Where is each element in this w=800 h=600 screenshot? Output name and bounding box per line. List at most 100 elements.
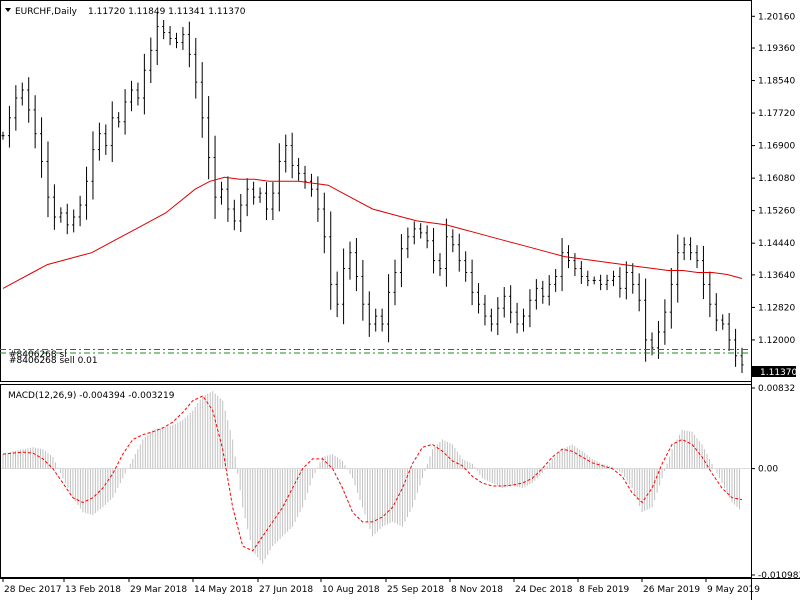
price-bar bbox=[470, 259, 474, 306]
macd-signal-line bbox=[2, 395, 743, 552]
price-bar bbox=[187, 21, 191, 68]
price-bar bbox=[708, 271, 712, 318]
price-bar bbox=[573, 253, 577, 277]
price-bar bbox=[502, 287, 506, 318]
time-tick-label: 24 Dec 2018 bbox=[515, 585, 573, 595]
time-tick-label: 10 Aug 2018 bbox=[322, 585, 380, 595]
moving-average-path bbox=[2, 176, 743, 289]
price-bar bbox=[232, 199, 236, 231]
price-bar bbox=[72, 209, 76, 233]
macd-tick-label: 0.00832 bbox=[758, 384, 795, 394]
price-bar bbox=[303, 165, 307, 189]
price-bar bbox=[239, 194, 243, 233]
price-bar bbox=[162, 20, 166, 40]
price-bar bbox=[721, 314, 725, 330]
price-bar bbox=[464, 251, 468, 282]
current-price-label: 1.11370 bbox=[760, 368, 797, 378]
price-bar bbox=[130, 80, 134, 112]
macd-tick-label: -0.010983 bbox=[758, 571, 800, 581]
price-tick-label: 1.19360 bbox=[758, 44, 795, 54]
price-bar bbox=[637, 273, 641, 312]
price-bar bbox=[252, 181, 256, 205]
price-bar bbox=[168, 25, 172, 46]
price-bar bbox=[367, 291, 371, 337]
price-bar bbox=[200, 62, 204, 138]
price-tick-label: 1.16900 bbox=[758, 142, 795, 152]
price-bar bbox=[547, 275, 551, 306]
price-bar bbox=[432, 227, 436, 274]
price-bar bbox=[695, 245, 699, 269]
price-bar bbox=[20, 82, 24, 106]
price-bar bbox=[136, 82, 140, 106]
time-tick-label: 27 Jun 2018 bbox=[259, 585, 313, 595]
price-tick-label: 1.14440 bbox=[758, 239, 795, 249]
time-tick-label: 14 May 2018 bbox=[194, 585, 253, 595]
price-bar bbox=[78, 195, 82, 227]
order-sl-label[interactable]: #8406268 sl bbox=[9, 350, 67, 360]
price-bar bbox=[59, 207, 63, 223]
price-bar bbox=[438, 253, 442, 277]
price-bar bbox=[284, 134, 288, 173]
price-bar bbox=[631, 263, 635, 294]
triangle-down-icon[interactable] bbox=[5, 8, 11, 12]
price-bar bbox=[123, 89, 127, 135]
order-sell-label[interactable]: #8406268 sell 0.01 bbox=[9, 356, 98, 366]
price-bar bbox=[290, 132, 294, 179]
price-bar bbox=[219, 181, 223, 205]
price-bar bbox=[207, 96, 211, 180]
macd-histogram bbox=[2, 391, 741, 564]
price-bar bbox=[541, 280, 545, 304]
price-bar bbox=[534, 279, 538, 310]
price-bar bbox=[264, 182, 268, 221]
moving-average-line bbox=[2, 176, 743, 289]
price-bar bbox=[297, 157, 301, 181]
price-bars bbox=[1, 11, 744, 373]
price-bar bbox=[335, 271, 339, 318]
price-bar bbox=[181, 27, 185, 50]
price-bar bbox=[175, 32, 179, 49]
price-bar bbox=[380, 308, 384, 332]
price-bar bbox=[322, 192, 326, 254]
price-bar bbox=[618, 267, 622, 298]
time-tick-label: 26 Mar 2019 bbox=[643, 585, 700, 595]
price-bar bbox=[522, 308, 526, 332]
price-bar bbox=[599, 274, 603, 291]
macd-title: MACD(12,26,9) -0.004394 -0.003219 bbox=[8, 391, 175, 401]
price-bar bbox=[65, 203, 69, 235]
price-bar bbox=[611, 270, 615, 287]
price-bar bbox=[33, 95, 37, 149]
price-bar bbox=[483, 294, 487, 326]
price-bar bbox=[348, 241, 352, 280]
price-bar bbox=[226, 176, 230, 222]
price-bar bbox=[97, 122, 101, 161]
price-bar bbox=[149, 37, 153, 84]
price-bar bbox=[316, 176, 320, 222]
price-bar bbox=[496, 297, 500, 336]
price-bar bbox=[7, 105, 11, 148]
time-axis-labels: 28 Dec 2017 13 Feb 2018 29 Mar 2018 14 May … bbox=[2, 578, 760, 595]
price-bar bbox=[509, 285, 513, 324]
macd-axis-labels: 0.00832 0.00 -0.010983 bbox=[751, 384, 800, 581]
price-bar bbox=[342, 248, 346, 325]
time-tick-label: 25 Sep 2018 bbox=[387, 585, 444, 595]
price-bar bbox=[669, 267, 673, 329]
price-bar bbox=[110, 101, 114, 163]
price-bar bbox=[457, 233, 461, 272]
price-bar bbox=[117, 112, 121, 128]
price-bar bbox=[277, 143, 281, 212]
price-tick-label: 1.15260 bbox=[758, 207, 795, 217]
price-bar bbox=[663, 299, 667, 345]
price-bar bbox=[271, 182, 275, 221]
price-tick-label: 1.16080 bbox=[758, 174, 795, 184]
price-bar bbox=[14, 85, 18, 131]
macd-signal-path bbox=[2, 395, 743, 552]
price-tick-label: 1.12000 bbox=[758, 336, 795, 346]
time-tick-label: 8 Nov 2018 bbox=[451, 585, 503, 595]
price-bar bbox=[52, 184, 56, 230]
price-bar bbox=[451, 229, 455, 253]
price-bar bbox=[46, 141, 50, 218]
price-bar bbox=[374, 308, 378, 332]
price-bar bbox=[579, 261, 583, 284]
